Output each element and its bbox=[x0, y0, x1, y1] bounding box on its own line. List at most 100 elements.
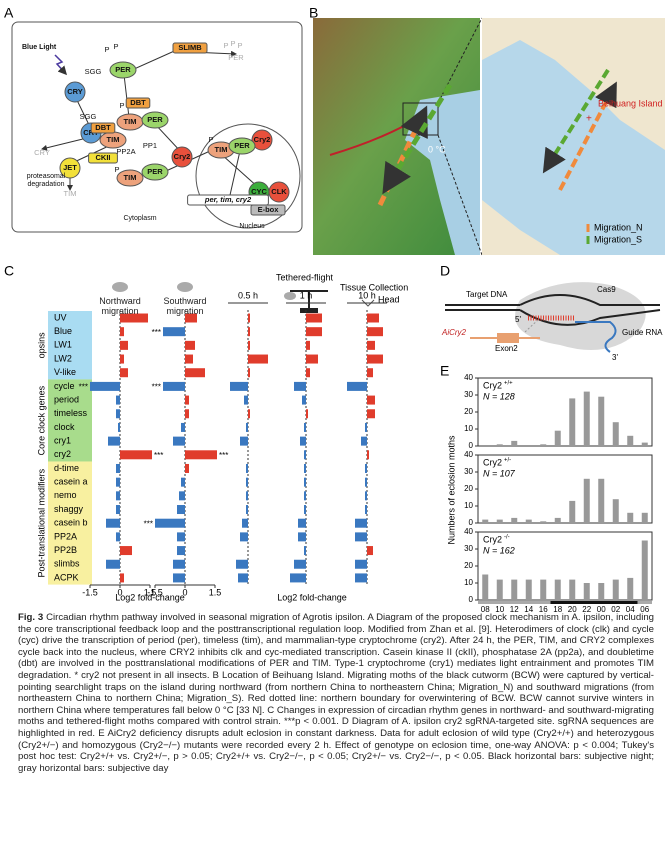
x-tick-label: 06 bbox=[640, 605, 649, 612]
caption: Fig. 3 Circadian rhythm pathway involved… bbox=[18, 612, 654, 774]
bar bbox=[177, 532, 185, 542]
bar bbox=[120, 368, 128, 378]
bar bbox=[248, 327, 250, 337]
cas9-label: Cas9 bbox=[597, 285, 616, 294]
node-label: per, tim, cry2 bbox=[204, 195, 252, 204]
figure: + A B C D E 0 °C Beihuang Island Target … bbox=[4, 5, 665, 612]
bar bbox=[598, 583, 605, 600]
y-tick-label: 0 bbox=[469, 595, 474, 604]
x-tick-label: 12 bbox=[510, 605, 519, 612]
dna-strand bbox=[519, 309, 661, 326]
bar bbox=[90, 381, 120, 391]
series-header: 10 h bbox=[358, 290, 376, 300]
x-tick-label: 22 bbox=[582, 605, 591, 612]
category-label: PP2B bbox=[54, 545, 77, 555]
node-shape bbox=[125, 97, 151, 109]
bar bbox=[583, 391, 590, 446]
bar bbox=[641, 512, 648, 523]
bar bbox=[304, 491, 306, 501]
bar bbox=[612, 579, 619, 600]
category-label: V-like bbox=[54, 367, 76, 377]
bar bbox=[230, 381, 248, 391]
bar bbox=[300, 436, 306, 446]
bar bbox=[365, 463, 367, 473]
bar bbox=[294, 559, 306, 569]
node-label: P bbox=[208, 135, 213, 144]
y-tick-label: 30 bbox=[464, 467, 473, 476]
bar bbox=[367, 327, 383, 337]
bar bbox=[367, 340, 375, 350]
node-label: SGG bbox=[80, 112, 97, 121]
y-tick-label: 20 bbox=[464, 407, 473, 416]
category-label: cry2 bbox=[54, 449, 71, 459]
category-label: slimbs bbox=[54, 559, 80, 569]
node-label: TIM bbox=[124, 117, 137, 126]
node-label: TIM bbox=[215, 145, 228, 154]
bar bbox=[116, 409, 120, 419]
panel-label: D bbox=[440, 263, 450, 279]
bar bbox=[347, 381, 367, 391]
node-shape bbox=[172, 42, 208, 54]
caption-text: Circadian rhythm pathway involved in sea… bbox=[18, 612, 655, 774]
bar bbox=[179, 491, 185, 501]
x-tick-label: 02 bbox=[611, 605, 620, 612]
bar bbox=[246, 477, 248, 487]
bar bbox=[641, 442, 648, 446]
bar bbox=[583, 583, 590, 600]
bar bbox=[185, 313, 197, 323]
category-label: period bbox=[54, 394, 79, 404]
group-band bbox=[48, 379, 92, 462]
bar bbox=[361, 436, 367, 446]
bar bbox=[236, 559, 248, 569]
sample-size: N = 128 bbox=[483, 391, 515, 401]
node-label: P bbox=[230, 39, 235, 48]
bar bbox=[240, 532, 248, 542]
bar bbox=[106, 559, 120, 569]
bar bbox=[569, 579, 576, 600]
significance-label: *** bbox=[152, 383, 161, 392]
node-shape bbox=[59, 157, 81, 179]
strand-end: 3' bbox=[612, 353, 618, 362]
node-label: PP2A bbox=[116, 147, 135, 156]
category-label: casein b bbox=[54, 518, 88, 528]
bar bbox=[569, 398, 576, 446]
node-shape bbox=[109, 61, 137, 79]
y-tick-label: 10 bbox=[464, 501, 473, 510]
bar bbox=[240, 436, 248, 446]
category-label: UV bbox=[54, 312, 67, 322]
bar bbox=[246, 422, 248, 432]
bar bbox=[367, 546, 373, 556]
bar bbox=[177, 546, 185, 556]
bar bbox=[173, 559, 185, 569]
moth-icon bbox=[177, 282, 193, 292]
exon-link bbox=[524, 317, 541, 333]
bar bbox=[367, 409, 375, 419]
zoom-land bbox=[482, 200, 560, 255]
bar bbox=[106, 518, 120, 528]
node-label: Blue Light bbox=[22, 44, 57, 51]
node-shape bbox=[116, 169, 144, 187]
node-label: TIM bbox=[64, 189, 77, 198]
bar bbox=[116, 505, 120, 515]
bar bbox=[181, 477, 185, 487]
bar bbox=[244, 395, 248, 405]
bar bbox=[627, 435, 634, 446]
bar bbox=[304, 546, 306, 556]
category-label: clock bbox=[54, 422, 75, 432]
bar bbox=[120, 327, 124, 337]
bar bbox=[367, 395, 375, 405]
node-label: SGG bbox=[85, 67, 102, 76]
y-tick-label: 40 bbox=[464, 373, 473, 382]
node-label: CYC bbox=[251, 187, 267, 196]
bar bbox=[185, 450, 217, 460]
x-tick-label: 10 bbox=[495, 605, 504, 612]
bar bbox=[355, 559, 367, 569]
panel-label: A bbox=[4, 5, 14, 21]
bar bbox=[185, 354, 193, 364]
bar bbox=[496, 579, 503, 600]
y-tick-label: 20 bbox=[464, 561, 473, 570]
bar bbox=[365, 505, 367, 515]
tether-label: Tethered-flight bbox=[276, 272, 334, 282]
isotherm-label: 0 °C bbox=[428, 144, 446, 154]
